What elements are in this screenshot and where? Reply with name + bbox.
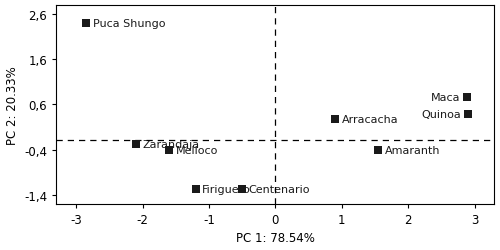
Point — [192, 188, 200, 192]
Point — [374, 149, 382, 153]
Text: Amaranth: Amaranth — [385, 146, 440, 156]
Y-axis label: PC 2: 20.33%: PC 2: 20.33% — [6, 66, 18, 144]
Point — [82, 22, 90, 26]
Point — [464, 113, 472, 117]
Text: Arracacha: Arracacha — [342, 114, 398, 124]
Point — [132, 142, 140, 146]
Text: Puca Shungo: Puca Shungo — [93, 18, 166, 28]
Text: Melloco: Melloco — [176, 146, 218, 156]
Text: Zarandaja: Zarandaja — [142, 140, 200, 149]
Text: Maca: Maca — [430, 93, 460, 103]
Point — [462, 96, 470, 100]
Point — [238, 188, 246, 192]
Point — [331, 117, 339, 121]
Text: Quinoa: Quinoa — [422, 110, 461, 120]
X-axis label: PC 1: 78.54%: PC 1: 78.54% — [236, 232, 315, 244]
Point — [165, 149, 173, 153]
Text: Centenario: Centenario — [249, 185, 310, 194]
Text: Firiguero: Firiguero — [202, 185, 251, 194]
